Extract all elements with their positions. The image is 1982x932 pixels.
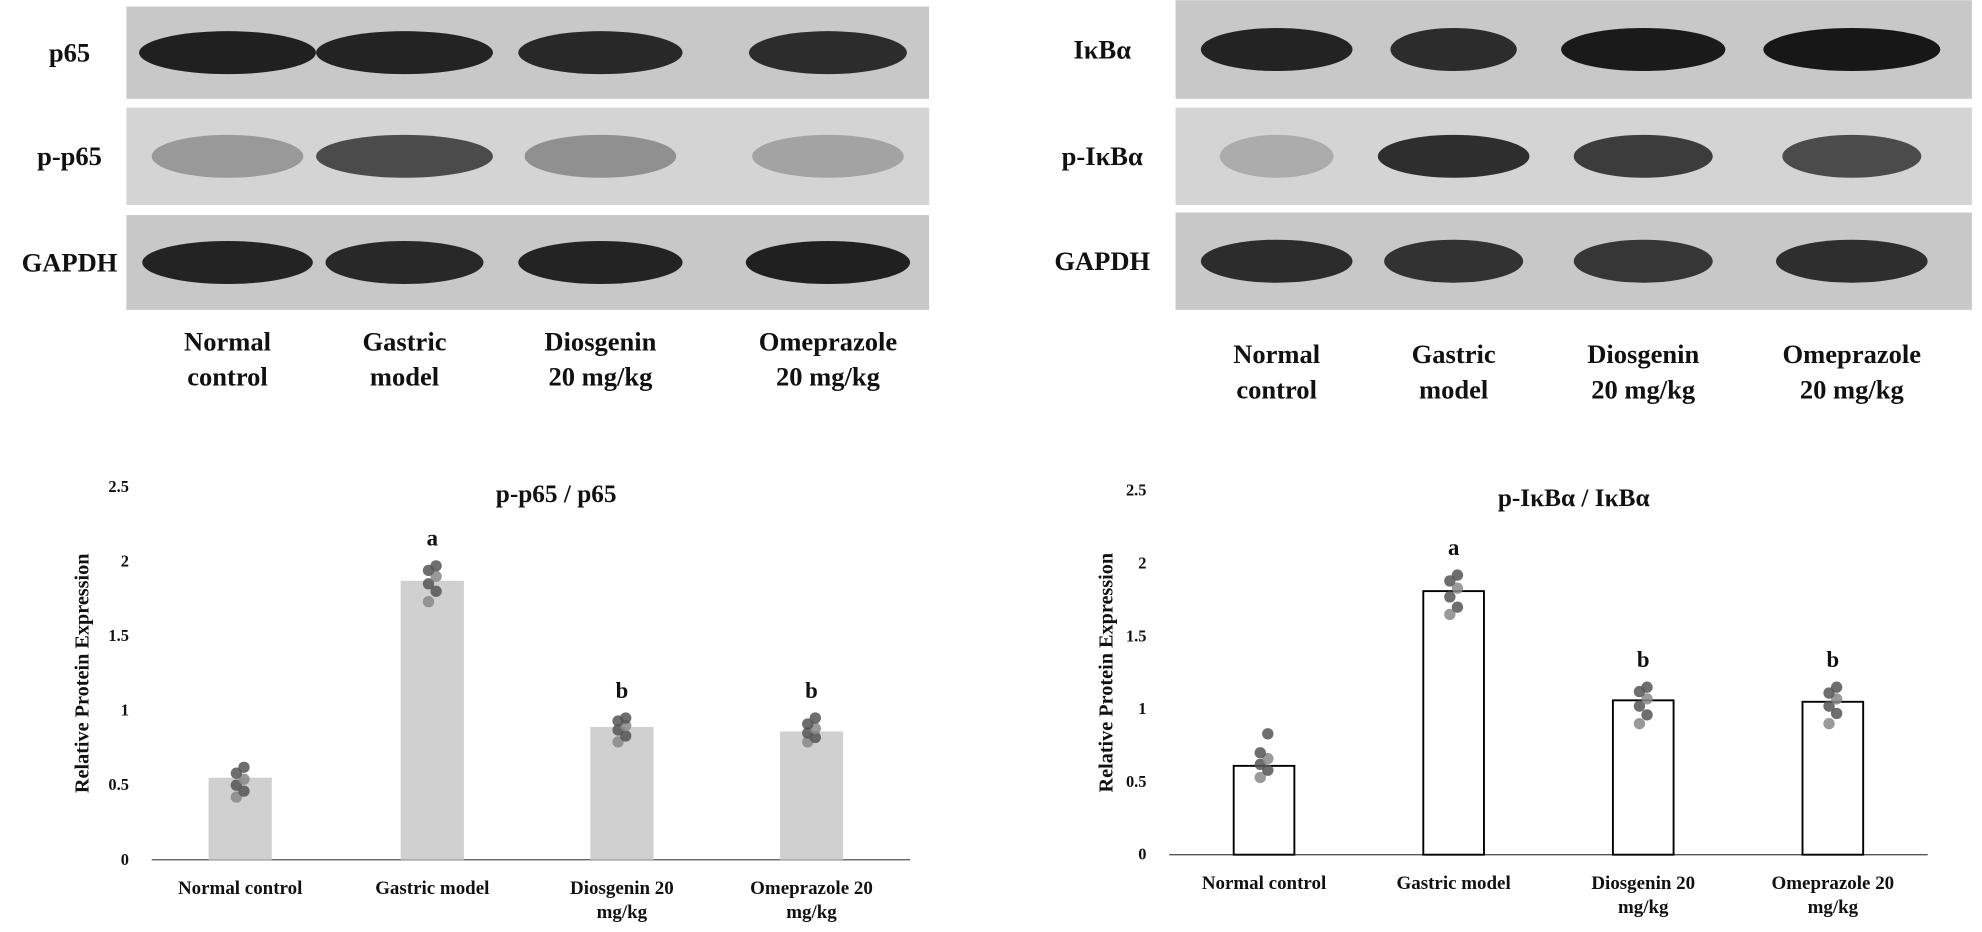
y-tick-label: 2.5 [108, 477, 129, 496]
data-point [1262, 728, 1274, 740]
lane-label: Omeprazole 20 mg/kg [759, 326, 898, 391]
x-tick-label: Gastric model [1397, 873, 1511, 894]
lane-label: Gastric model [1412, 339, 1496, 404]
data-point [1641, 693, 1653, 705]
data-point [809, 712, 821, 724]
bar [400, 580, 464, 860]
blot-band [1763, 28, 1941, 71]
blot-row-label: IκBα [1073, 34, 1131, 64]
chart-title: p-p65 / p65 [496, 480, 617, 508]
data-point [1444, 608, 1456, 621]
y-tick-label: 0 [121, 850, 129, 869]
data-point [422, 578, 435, 590]
blot-band [1390, 28, 1517, 71]
lane-label: Diosgenin 20 mg/kg [1587, 339, 1699, 404]
y-tick-label: 0 [1138, 845, 1146, 864]
data-point [1633, 717, 1646, 730]
data-point [1444, 591, 1456, 603]
lane-label: Gastric model [362, 326, 446, 391]
data-point [1451, 601, 1464, 613]
data-point [422, 596, 435, 608]
blot-row-label: p65 [49, 38, 90, 68]
y-axis-label: Relative Protein Expression [1095, 553, 1117, 793]
significance-letter: a [427, 526, 439, 551]
blot-row-label: p-p65 [37, 141, 102, 171]
blot-band [1561, 28, 1726, 71]
significance-letter: a [1448, 535, 1460, 560]
data-point [1254, 747, 1266, 759]
y-tick-label: 2 [121, 551, 129, 570]
data-point [620, 712, 632, 724]
bar [779, 731, 844, 860]
blot-band [139, 31, 317, 75]
y-tick-label: 2.5 [1126, 481, 1147, 500]
significance-letter: b [616, 678, 629, 703]
blot-band [1219, 134, 1334, 178]
chart-title: p-IκBα / IκBα [1498, 484, 1650, 512]
data-point [1830, 681, 1843, 693]
blot-strip [126, 107, 930, 205]
blot-band [748, 31, 907, 75]
data-point [1451, 569, 1464, 581]
bar [1422, 590, 1485, 856]
data-point [238, 761, 250, 773]
data-point [1633, 700, 1646, 712]
blot-band [1200, 239, 1353, 283]
y-tick-label: 0.5 [108, 775, 129, 794]
x-tick-label: Gastric model [375, 878, 489, 899]
y-tick-label: 1 [1138, 699, 1146, 718]
y-tick-label: 1.5 [1126, 626, 1147, 645]
data-point [430, 560, 442, 572]
lane-label: Normal control [184, 326, 271, 391]
data-point [1641, 681, 1653, 693]
blot-band [316, 31, 493, 75]
blot-band [1200, 28, 1353, 71]
data-point [1823, 700, 1835, 712]
blot-band [325, 241, 484, 284]
bar [590, 726, 654, 860]
significance-letter: b [805, 678, 818, 703]
blot-band [518, 241, 683, 284]
data-point [1254, 771, 1266, 784]
data-point [1830, 707, 1843, 720]
lane-label: Normal control [1233, 339, 1320, 404]
y-tick-label: 1.5 [108, 626, 129, 645]
x-tick-label: Diosgenin 20 mg/kg [570, 878, 674, 923]
blot-band [1573, 239, 1713, 283]
lane-label: Omeprazole 20 mg/kg [1783, 339, 1922, 404]
data-point [1451, 582, 1464, 594]
significance-letter: b [1827, 647, 1840, 672]
y-tick-label: 1 [121, 701, 129, 720]
blot-band [142, 241, 313, 284]
y-axis-label: Relative Protein Expression [71, 553, 93, 793]
blot-band [1384, 239, 1524, 283]
x-tick-label: Diosgenin 20 mg/kg [1591, 873, 1695, 918]
blot-band [745, 241, 911, 284]
blot-row-label: GAPDH [1054, 246, 1150, 276]
blot-band [1775, 239, 1928, 283]
data-point [1641, 709, 1653, 721]
blot-band [1573, 134, 1713, 178]
blot-band [1377, 134, 1530, 178]
y-tick-label: 0.5 [1126, 772, 1147, 791]
blot-band [752, 134, 904, 178]
significance-letter: b [1637, 647, 1650, 672]
x-tick-label: Normal control [178, 878, 302, 899]
blot-band [1782, 134, 1922, 178]
x-tick-label: Omeprazole 20 mg/kg [1772, 873, 1895, 918]
data-point [1823, 717, 1835, 730]
y-tick-label: 2 [1138, 554, 1146, 573]
blot-band [518, 31, 683, 75]
blot-band [524, 134, 677, 178]
lane-label: Diosgenin 20 mg/kg [544, 326, 656, 391]
x-tick-label: Normal control [1202, 873, 1326, 894]
data-point [430, 585, 442, 597]
blot-band [316, 134, 493, 178]
x-tick-label: Omeprazole 20 mg/kg [750, 878, 873, 923]
blot-band [151, 134, 304, 178]
blot-row-label: p-IκBα [1062, 141, 1143, 171]
blot-row-label: GAPDH [22, 247, 118, 277]
